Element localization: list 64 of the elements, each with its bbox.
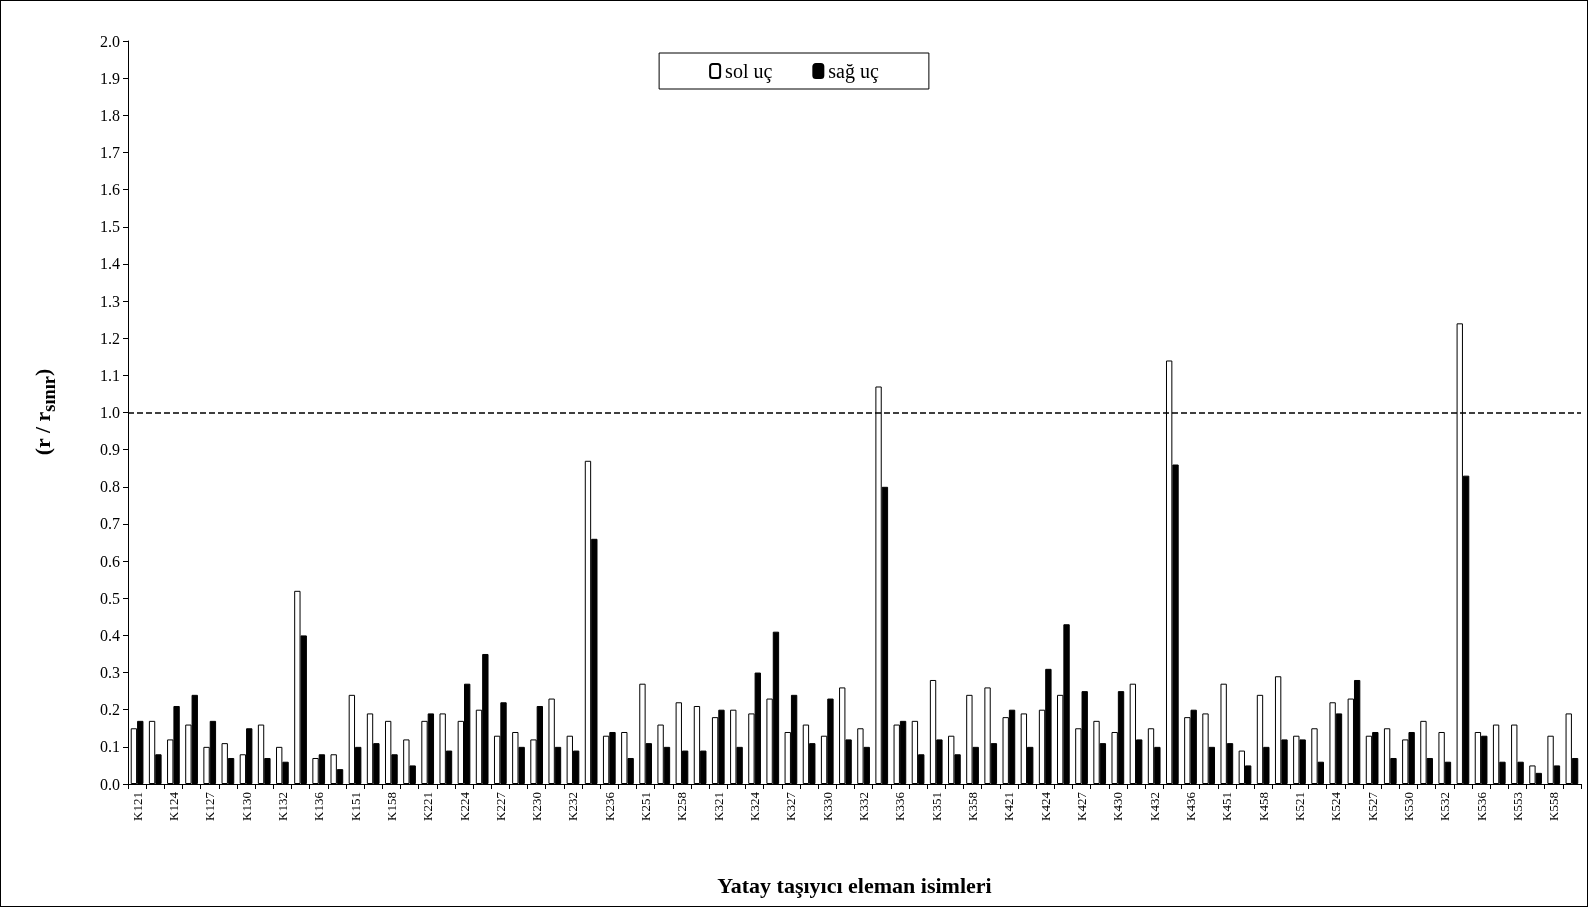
x-tick-label: K521 bbox=[1291, 792, 1307, 821]
y-tick-label: 0.5 bbox=[100, 589, 120, 607]
x-tick-label: K232 bbox=[565, 792, 581, 821]
y-tick-label: 0.3 bbox=[100, 664, 120, 682]
x-tick-label: K451 bbox=[1219, 792, 1235, 821]
x-axis-title: Yatay taşıyıcı eleman isimleri bbox=[717, 872, 992, 898]
y-tick-label: 0.0 bbox=[100, 775, 120, 793]
x-tick-label: K227 bbox=[492, 791, 508, 821]
x-tick-label: K251 bbox=[638, 792, 654, 821]
x-tick-label: K458 bbox=[1255, 792, 1271, 821]
x-tick-label: K130 bbox=[238, 792, 254, 821]
y-tick-label: 1.4 bbox=[100, 255, 120, 273]
x-tick-label: K432 bbox=[1146, 792, 1162, 821]
x-tick-label: K121 bbox=[129, 792, 145, 821]
x-tick-label: K524 bbox=[1328, 791, 1344, 821]
x-tick-label: K236 bbox=[601, 791, 617, 821]
legend-label: sağ uç bbox=[828, 60, 879, 83]
y-tick-label: 0.2 bbox=[100, 701, 120, 719]
x-tick-label: K351 bbox=[928, 792, 944, 821]
y-tick-label: 0.7 bbox=[100, 515, 120, 533]
x-tick-label: K436 bbox=[1183, 791, 1199, 821]
y-tick-label: 1.3 bbox=[100, 292, 120, 310]
legend-label: sol uç bbox=[725, 60, 773, 83]
x-tick-label: K327 bbox=[783, 791, 799, 821]
y-tick-label: 0.9 bbox=[100, 441, 120, 459]
x-tick-label: K332 bbox=[856, 792, 872, 821]
y-tick-label: 1.5 bbox=[100, 218, 120, 236]
x-tick-label: K427 bbox=[1074, 791, 1090, 821]
x-tick-label: K330 bbox=[819, 792, 835, 821]
y-tick-label: 1.2 bbox=[100, 329, 120, 347]
y-tick-label: 0.8 bbox=[100, 478, 120, 496]
x-tick-label: K127 bbox=[202, 791, 218, 821]
y-tick-label: 0.1 bbox=[100, 738, 120, 756]
y-tick-label: 1.6 bbox=[100, 181, 120, 199]
x-tick-label: K132 bbox=[274, 792, 290, 821]
x-tick-label: K358 bbox=[965, 792, 981, 821]
y-tick-label: 0.6 bbox=[100, 552, 120, 570]
x-tick-label: K430 bbox=[1110, 792, 1126, 821]
x-tick-label: K527 bbox=[1364, 791, 1380, 821]
x-tick-label: K221 bbox=[420, 792, 436, 821]
x-tick-label: K258 bbox=[674, 792, 690, 821]
x-tick-label: K336 bbox=[892, 791, 908, 821]
x-tick-label: K151 bbox=[347, 792, 363, 821]
y-tick-label: 1.7 bbox=[100, 143, 120, 161]
x-tick-label: K532 bbox=[1437, 792, 1453, 821]
y-tick-label: 1.8 bbox=[100, 106, 120, 124]
x-tick-label: K124 bbox=[165, 791, 181, 821]
y-tick-label: 0.4 bbox=[100, 626, 120, 644]
x-tick-label: K530 bbox=[1400, 792, 1416, 821]
x-tick-label: K424 bbox=[1037, 791, 1053, 821]
y-tick-label: 1.1 bbox=[100, 366, 120, 384]
y-tick-label: 2.0 bbox=[100, 32, 120, 50]
x-tick-label: K158 bbox=[383, 792, 399, 821]
x-tick-label: K536 bbox=[1473, 791, 1489, 821]
x-tick-label: K224 bbox=[456, 791, 472, 821]
x-tick-label: K324 bbox=[747, 791, 763, 821]
x-tick-label: K553 bbox=[1509, 792, 1525, 821]
x-tick-label: K321 bbox=[710, 792, 726, 821]
x-tick-label: K230 bbox=[529, 792, 545, 821]
x-tick-label: K136 bbox=[311, 791, 327, 821]
x-tick-label: K421 bbox=[1001, 792, 1017, 821]
x-tick-label: K558 bbox=[1546, 792, 1562, 821]
y-tick-label: 1.0 bbox=[100, 404, 120, 421]
y-tick-label: 1.9 bbox=[100, 69, 120, 87]
